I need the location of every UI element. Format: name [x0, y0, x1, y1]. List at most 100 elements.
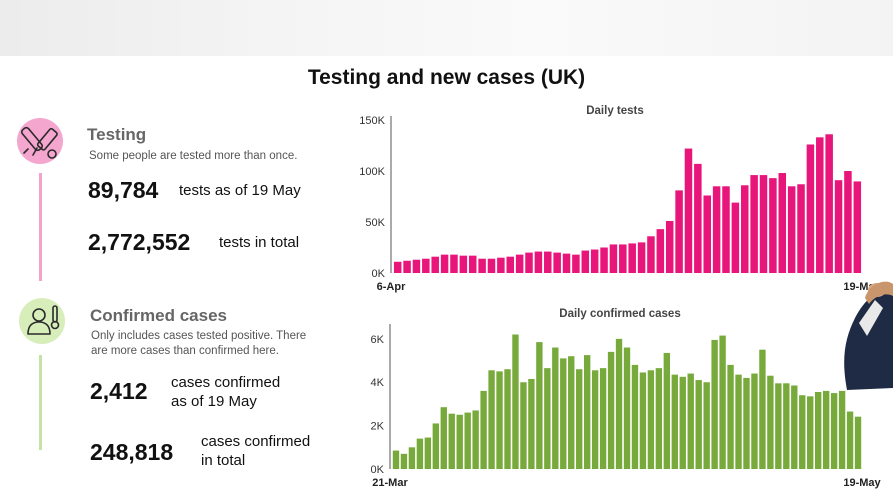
cases-chart-title: Daily confirmed cases: [559, 308, 681, 320]
presenter-figure: [835, 278, 893, 494]
tests-bar: [534, 251, 543, 273]
cases-bar: [846, 411, 854, 469]
cases-bar: [854, 416, 862, 469]
cases-bar: [767, 375, 774, 469]
tests-bar: [553, 252, 561, 273]
cases-bar: [838, 390, 846, 469]
tests-bar: [806, 144, 815, 273]
tests-bar: [647, 236, 655, 273]
tests-bar: [769, 178, 777, 273]
tests-bar: [844, 171, 852, 273]
test-tube-icon: [17, 118, 63, 164]
tests-bar: [590, 249, 599, 273]
tests-bar: [403, 260, 411, 273]
tests-bar: [712, 186, 721, 273]
daily-tests-value: 89,784: [88, 177, 159, 203]
tests-x-start-label: 6-Apr: [377, 281, 406, 293]
cases-bar: [735, 374, 742, 469]
tests-bar: [740, 185, 749, 273]
tests-bar: [637, 242, 646, 273]
cases-bar: [560, 358, 567, 469]
tests-bar: [497, 257, 505, 273]
testing-heading: Testing: [87, 125, 147, 144]
cases-bar: [687, 373, 694, 469]
tests-bar: [581, 250, 590, 273]
tests-bar: [694, 163, 702, 273]
tests-bar: [468, 255, 477, 273]
tests-bar: [431, 256, 439, 273]
tests-bar: [487, 258, 496, 273]
cases-bar: [791, 385, 798, 469]
cases-bar: [599, 368, 607, 469]
cases-ytick-label: 4K: [371, 377, 385, 389]
cases-bar: [671, 374, 678, 469]
cases-bar: [504, 369, 511, 469]
testing-note: Some people are tested more than once.: [89, 150, 298, 162]
cases-bar: [822, 390, 830, 469]
tests-bar: [562, 253, 571, 273]
tests-ytick-label: 50K: [365, 217, 385, 229]
cases-bar: [512, 334, 519, 469]
daily-cases-chart: 0K 2K 4K 6K 21-Mar 19-May: [371, 324, 882, 489]
cases-bar: [759, 349, 766, 469]
daily-cases-label-line2: as of 19 May: [171, 393, 257, 410]
tests-bar: [675, 190, 683, 273]
tests-bar: [797, 184, 805, 273]
tests-bar: [422, 258, 430, 273]
cases-bar: [639, 372, 647, 469]
cases-bar: [400, 453, 408, 469]
cases-bar: [663, 352, 671, 469]
cases-bar: [607, 351, 615, 469]
cases-bar: [464, 412, 471, 469]
cases-bar: [703, 382, 710, 469]
tests-bar: [731, 202, 740, 273]
cases-bar: [392, 450, 400, 469]
cases-bar: [456, 414, 463, 469]
cases-bar: [799, 395, 806, 469]
slide-header-band: [0, 0, 893, 56]
cases-bar: [432, 423, 439, 469]
total-cases-label-line1: cases confirmed: [201, 433, 311, 450]
cases-bar: [647, 370, 655, 469]
tests-ytick-label: 100K: [359, 166, 385, 178]
cases-bar: [711, 339, 718, 469]
cases-bar: [448, 413, 455, 469]
tests-bar: [816, 137, 824, 273]
cases-bar: [583, 355, 591, 469]
tests-bar: [572, 254, 580, 273]
cases-ytick-label: 6K: [371, 334, 385, 346]
testing-divider: [39, 173, 42, 281]
tests-chart-title: Daily tests: [586, 105, 644, 117]
tests-bar: [412, 259, 421, 273]
cases-bar: [783, 383, 790, 469]
cases-bar: [544, 368, 551, 469]
tests-bar: [609, 244, 618, 273]
cases-bar: [631, 364, 639, 469]
daily-cases-value: 2,412: [90, 378, 148, 404]
total-cases-value: 248,818: [90, 439, 174, 465]
tests-bar: [628, 243, 636, 273]
cases-bar: [408, 447, 416, 469]
total-tests-value: 2,772,552: [88, 229, 191, 255]
cases-x-start-label: 21-Mar: [372, 477, 408, 489]
cases-bar: [679, 376, 686, 469]
total-cases-label: cases confirmed in total: [201, 432, 310, 470]
cases-bar: [623, 347, 631, 469]
cases-bar: [480, 390, 487, 469]
cases-bar: [424, 437, 432, 469]
cases-bar: [655, 368, 663, 469]
cases-bar: [751, 373, 758, 469]
cases-bar: [440, 407, 447, 469]
cases-bar: [472, 410, 479, 469]
cases-bar: [568, 356, 575, 469]
cases-bar: [488, 370, 495, 469]
tests-bar: [440, 254, 449, 273]
slide-title: Testing and new cases (UK): [307, 66, 586, 89]
cases-bar: [830, 393, 838, 469]
cases-bar: [727, 364, 734, 469]
tests-bar: [525, 252, 533, 273]
cases-note-line1: Only includes cases tested positive. The…: [91, 330, 307, 342]
daily-tests-label: tests as of 19 May: [179, 182, 301, 199]
cases-x-end-label: 19-May: [843, 477, 881, 489]
